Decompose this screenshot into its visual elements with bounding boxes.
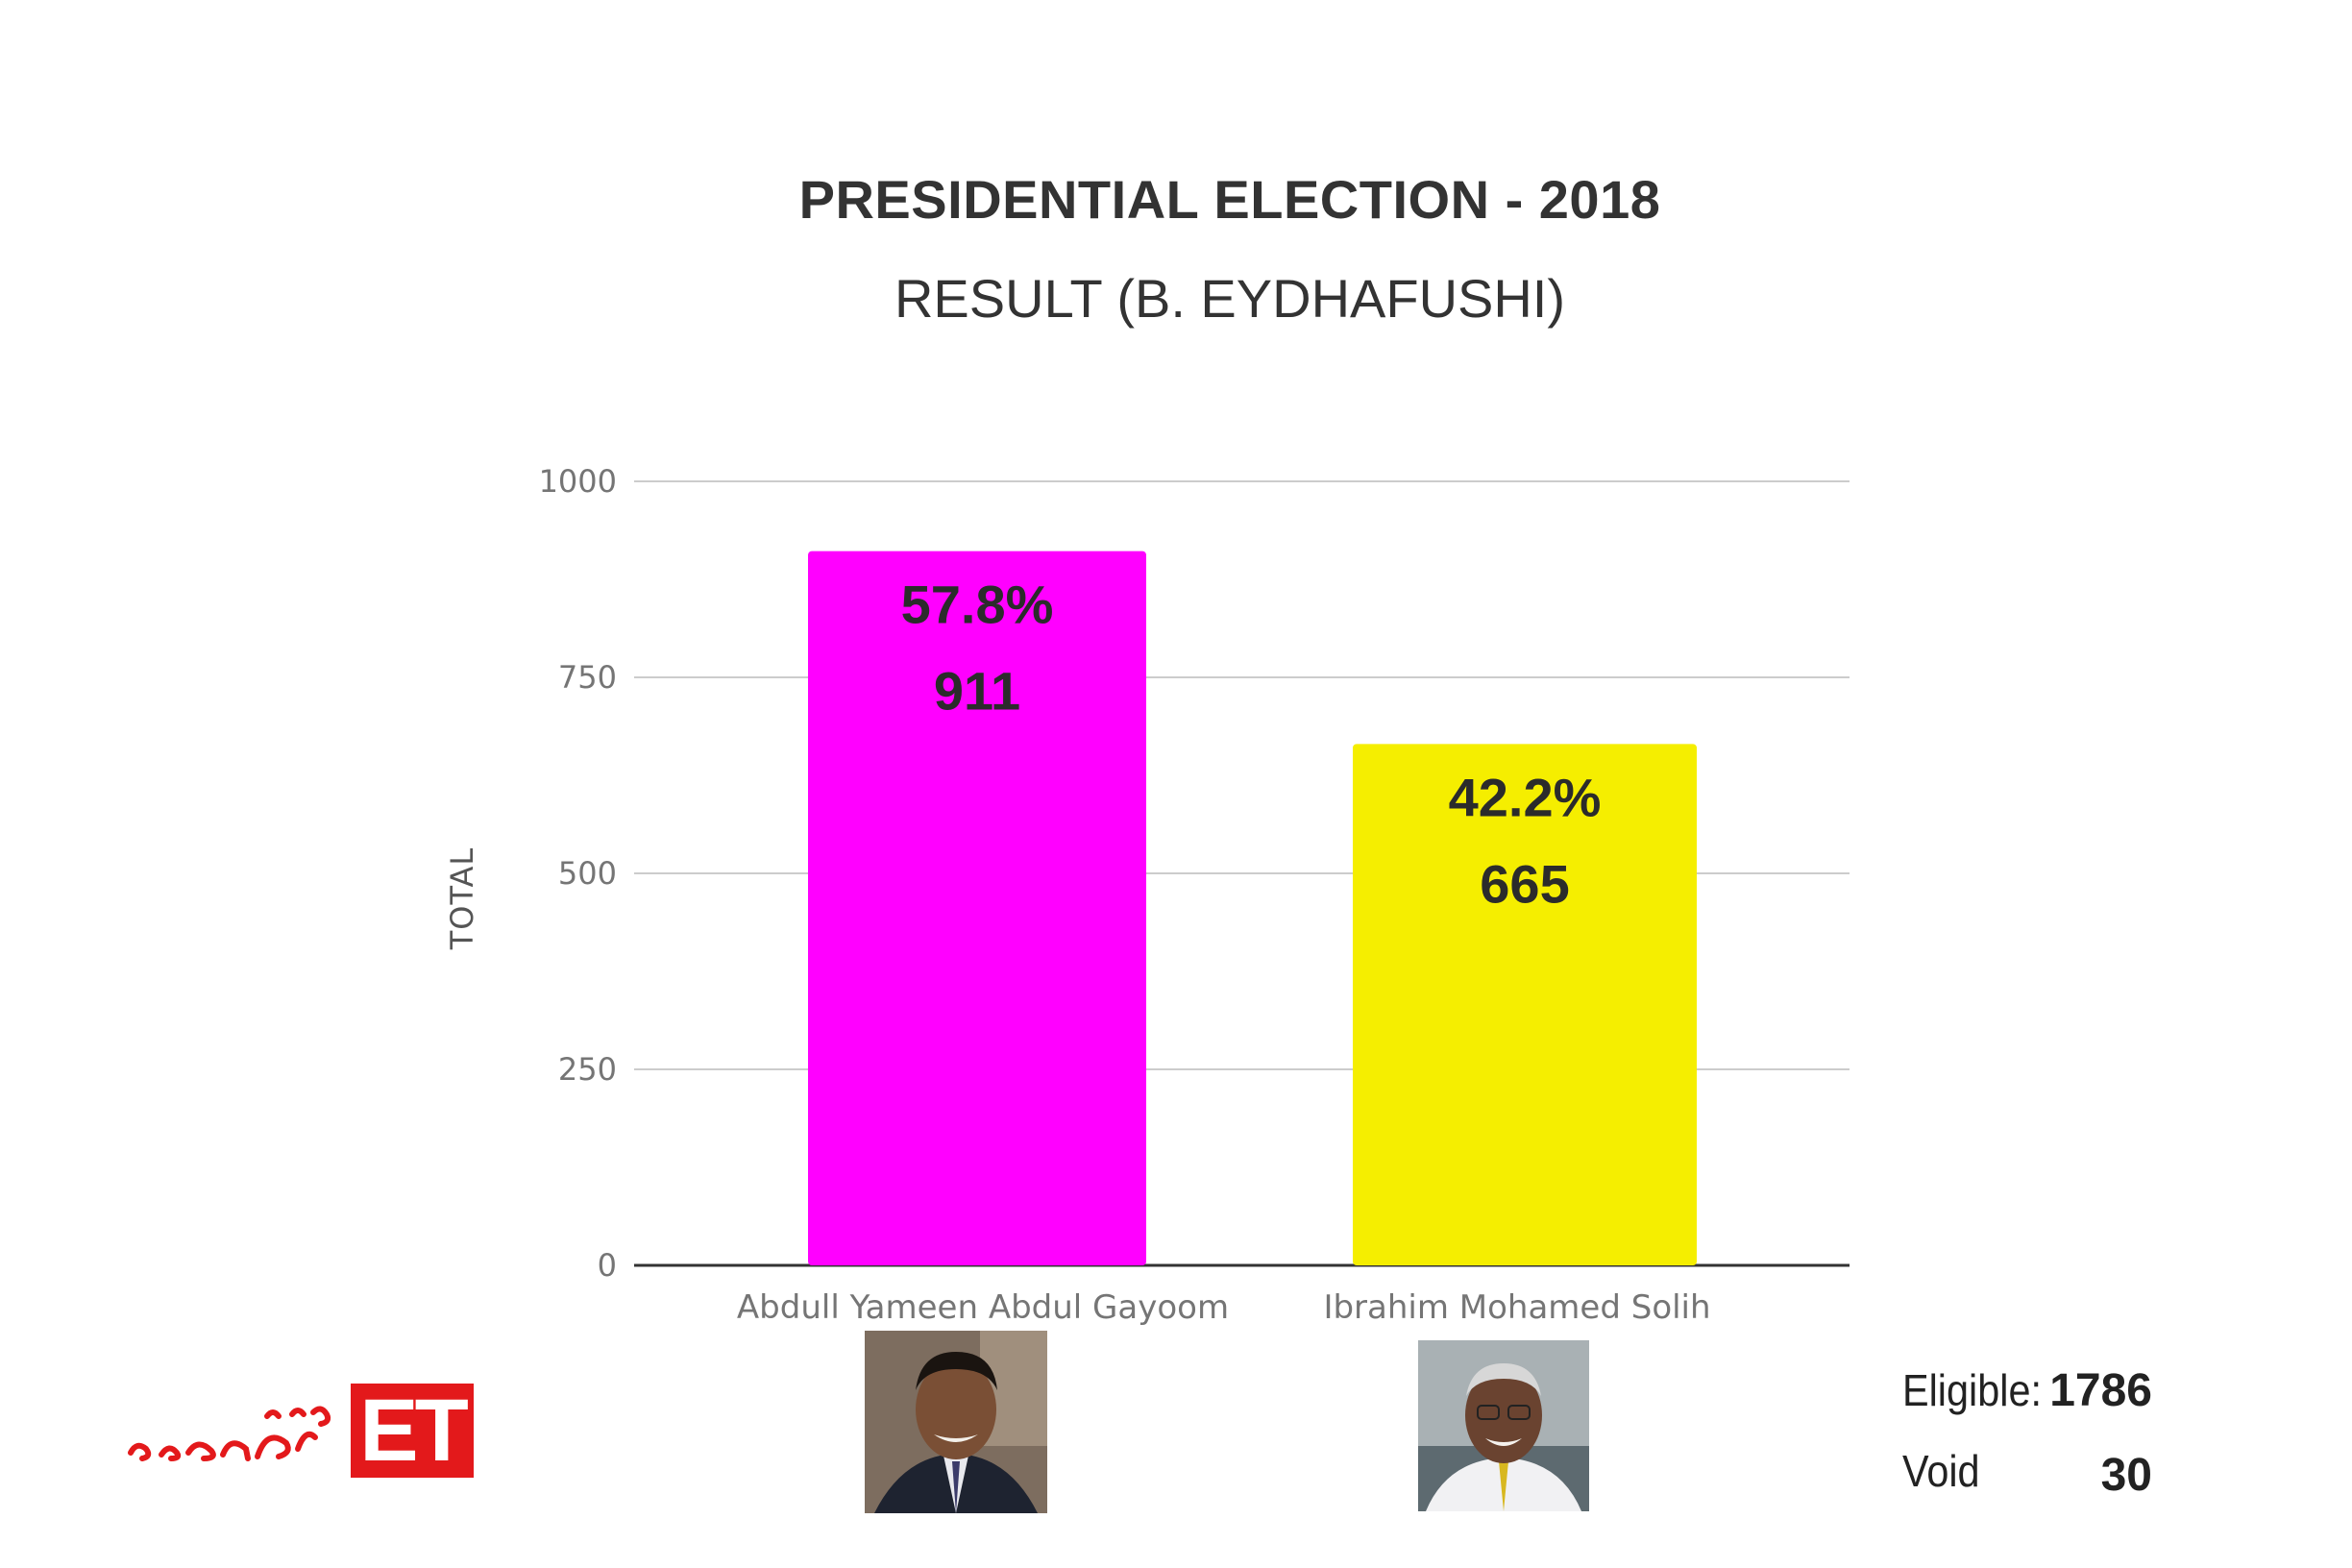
candidate-photo-yameen bbox=[865, 1331, 1047, 1513]
eligible-value: 1786 bbox=[2049, 1365, 2152, 1416]
y-tick-label: 500 bbox=[558, 855, 617, 892]
chart-title: PRESIDENTIAL ELECTION - 2018 bbox=[798, 169, 1661, 230]
y-tick-label: 0 bbox=[598, 1247, 617, 1284]
y-axis-label: TOTAL bbox=[444, 847, 480, 951]
candidate-photo-solih bbox=[1418, 1340, 1589, 1511]
bar-value-label: 911 bbox=[934, 661, 1020, 722]
chart-subtitle: RESULT (B. EYDHAFUSHI) bbox=[894, 268, 1566, 329]
bar-percent-label: 42.2% bbox=[1449, 767, 1602, 827]
void-label: Void bbox=[1902, 1446, 1980, 1496]
x-category-label: Abdull Yameen Abdul Gayoom bbox=[737, 1288, 1229, 1327]
thaana-script-logo-icon bbox=[128, 1406, 331, 1461]
eligible-label: Eligible: bbox=[1902, 1365, 2042, 1415]
bar-1 bbox=[808, 551, 1146, 1265]
y-tick-label: 250 bbox=[558, 1051, 617, 1088]
bar-value-label: 665 bbox=[1480, 853, 1569, 914]
x-category-label: Ibrahim Mohamed Solih bbox=[1323, 1288, 1710, 1327]
y-tick-label: 1000 bbox=[539, 463, 617, 500]
void-value: 30 bbox=[2100, 1450, 2152, 1501]
et-logo: ET bbox=[123, 1380, 488, 1482]
vote-stats: Eligible: 1786 Void 30 bbox=[1902, 1364, 2171, 1510]
y-tick-label: 750 bbox=[558, 659, 617, 696]
bar-2 bbox=[1353, 744, 1697, 1265]
eligible-row: Eligible: 1786 bbox=[1902, 1364, 2171, 1437]
bar-percent-label: 57.8% bbox=[901, 575, 1054, 635]
et-logo-text: ET bbox=[351, 1384, 474, 1478]
void-row: Void 30 bbox=[1902, 1437, 2171, 1510]
